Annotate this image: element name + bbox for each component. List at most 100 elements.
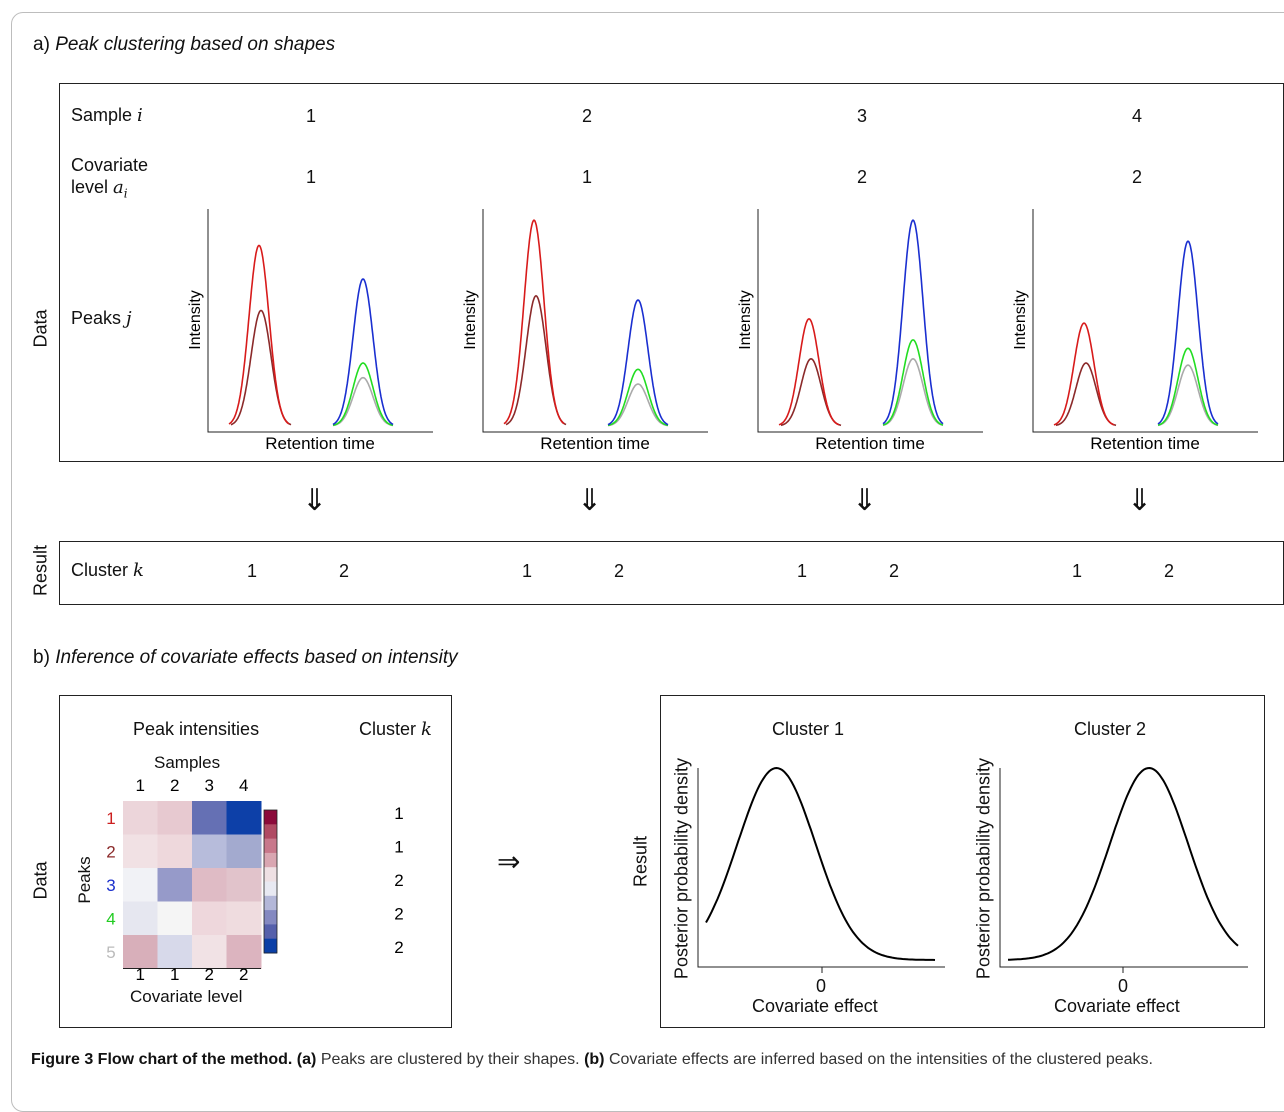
peak-curve-red bbox=[778, 318, 840, 426]
heatmap-cluster-value: 2 bbox=[394, 938, 403, 957]
covariate-level-value: 1 bbox=[582, 167, 593, 187]
heatmap-cell bbox=[192, 801, 227, 835]
mini-chart-axes bbox=[482, 209, 708, 433]
heatmap-cluster-value: 2 bbox=[394, 905, 403, 924]
result-box-b bbox=[660, 695, 1265, 1028]
colorbar-segment bbox=[264, 910, 277, 925]
peak-curve-gray bbox=[332, 376, 394, 427]
sample-number: 3 bbox=[857, 106, 868, 126]
cluster-id: 1 bbox=[797, 561, 808, 581]
colorbar-segment bbox=[264, 867, 277, 882]
heatmap-samples-label: Samples bbox=[154, 753, 221, 772]
section-a-title: a) Peak clustering based on shapes bbox=[33, 34, 336, 55]
posterior-density-curve bbox=[1008, 766, 1239, 961]
posterior-axes bbox=[999, 768, 1248, 968]
mini-chart-axes bbox=[1032, 209, 1258, 433]
posterior-density-curve bbox=[705, 766, 936, 961]
caption-b-text: Covariate effects are inferred based on … bbox=[608, 1051, 1153, 1068]
posterior-xlabel-1: Covariate effect bbox=[752, 996, 878, 1016]
heatmap-cell bbox=[192, 834, 227, 869]
colorbar-segment bbox=[264, 881, 277, 897]
peak-curve-gray bbox=[607, 383, 669, 427]
data-box-b bbox=[59, 695, 452, 1028]
peak-curve-red bbox=[228, 244, 290, 425]
mini-chart-ylabel: Intensity bbox=[737, 290, 754, 350]
heatmap-covariate-tick: 1 bbox=[136, 965, 145, 984]
heatmap-cluster-title: Cluster k bbox=[359, 719, 432, 740]
heatmap-cell bbox=[226, 801, 262, 835]
heatmap-cell bbox=[123, 868, 158, 902]
cluster-id: 2 bbox=[889, 561, 900, 581]
heatmap-cluster-value: 2 bbox=[394, 871, 403, 890]
colorbar-segment bbox=[264, 810, 277, 825]
cluster-id: 2 bbox=[614, 561, 625, 581]
down-arrow-icon: ⇓ bbox=[577, 484, 603, 517]
heatmap-sample-tick: 2 bbox=[170, 776, 179, 795]
heatmap-cell bbox=[157, 901, 193, 936]
mini-chart-axes bbox=[757, 209, 983, 433]
peak-curve-green bbox=[332, 362, 394, 427]
heatmap-title: Peak intensities bbox=[133, 719, 260, 739]
mini-chart-xlabel: Retention time bbox=[1090, 434, 1200, 453]
heatmap-cell bbox=[226, 834, 262, 869]
down-arrow-icon: ⇓ bbox=[1127, 484, 1153, 517]
heatmap-cell bbox=[192, 901, 227, 936]
colorbar-segment bbox=[264, 824, 277, 840]
heatmap-peak-tick: 4 bbox=[106, 909, 115, 928]
heatmap-covariate-tick: 2 bbox=[205, 965, 214, 984]
heatmap-cell bbox=[123, 801, 158, 835]
mini-chart-ylabel: Intensity bbox=[187, 290, 204, 350]
peak-curve-green bbox=[882, 339, 944, 426]
sample-number: 2 bbox=[582, 106, 593, 126]
colorbar-segment bbox=[264, 895, 277, 911]
cluster-id: 1 bbox=[522, 561, 533, 581]
peak-curve-green bbox=[1157, 347, 1219, 426]
down-arrow-icon: ⇓ bbox=[302, 484, 328, 517]
mini-chart-ylabel: Intensity bbox=[1012, 290, 1029, 350]
peak-curve-blue bbox=[882, 219, 944, 425]
covariate-row-label: Covariate level ai bbox=[71, 155, 149, 201]
heatmap-cell bbox=[123, 901, 158, 936]
heatmap-cell bbox=[226, 868, 262, 902]
cluster-id: 1 bbox=[1072, 561, 1083, 581]
caption-title: Figure 3 Flow chart of the method. bbox=[31, 1051, 293, 1068]
cluster-row-label: Cluster k bbox=[71, 560, 144, 581]
heatmap-peak-tick: 5 bbox=[106, 943, 115, 962]
heatmap-covariate-tick: 2 bbox=[239, 965, 248, 984]
colorbar-segment bbox=[264, 924, 277, 940]
sample-number: 1 bbox=[306, 106, 317, 126]
heatmap-sample-tick: 3 bbox=[205, 776, 214, 795]
heatmap-cluster-value: 1 bbox=[394, 804, 403, 823]
heatmap: 1 2 3 4 1 1 2 2 1 2 3 4 5 1 1 2 2 2 bbox=[106, 776, 403, 984]
peak-curve-blue bbox=[1157, 240, 1219, 425]
heatmap-covariate-tick: 1 bbox=[170, 965, 179, 984]
heatmap-cell bbox=[226, 901, 262, 936]
posterior-axes bbox=[697, 768, 945, 968]
heatmap-cell bbox=[192, 935, 227, 969]
peak-curve-blue bbox=[332, 278, 394, 426]
peak-curve-red bbox=[503, 219, 565, 425]
posterior-charts bbox=[697, 766, 1248, 973]
mini-chart-xlabel: Retention time bbox=[540, 434, 650, 453]
figure-caption: Figure 3 Flow chart of the method. (a) P… bbox=[31, 1049, 1221, 1071]
chromatogram-charts: Retention time Intensity Retention time Int… bbox=[187, 209, 1258, 453]
heatmap-cell bbox=[157, 868, 193, 902]
posterior-xtick-1: 0 bbox=[816, 976, 827, 996]
mini-chart-xlabel: Retention time bbox=[815, 434, 925, 453]
cluster-id: 1 bbox=[247, 561, 258, 581]
section-b-title: b) Inference of covariate effects based … bbox=[33, 647, 458, 668]
covariate-level-value: 1 bbox=[306, 167, 317, 187]
peaks-row-label: Peaks j bbox=[71, 308, 132, 329]
peak-curve-gray bbox=[1157, 364, 1219, 427]
covariate-level-value: 2 bbox=[1132, 167, 1143, 187]
colorbar-segment bbox=[264, 938, 277, 954]
heatmap-peak-tick: 1 bbox=[106, 809, 115, 828]
caption-a-tag: (a) bbox=[296, 1051, 317, 1068]
peak-curve-gray bbox=[882, 357, 944, 427]
caption-b-tag: (b) bbox=[584, 1051, 605, 1068]
colorbar-segment bbox=[264, 852, 277, 868]
cluster-id: 2 bbox=[1164, 561, 1175, 581]
heatmap-cell bbox=[123, 935, 158, 969]
mini-chart-ylabel: Intensity bbox=[462, 290, 479, 350]
mini-chart-xlabel: Retention time bbox=[265, 434, 375, 453]
